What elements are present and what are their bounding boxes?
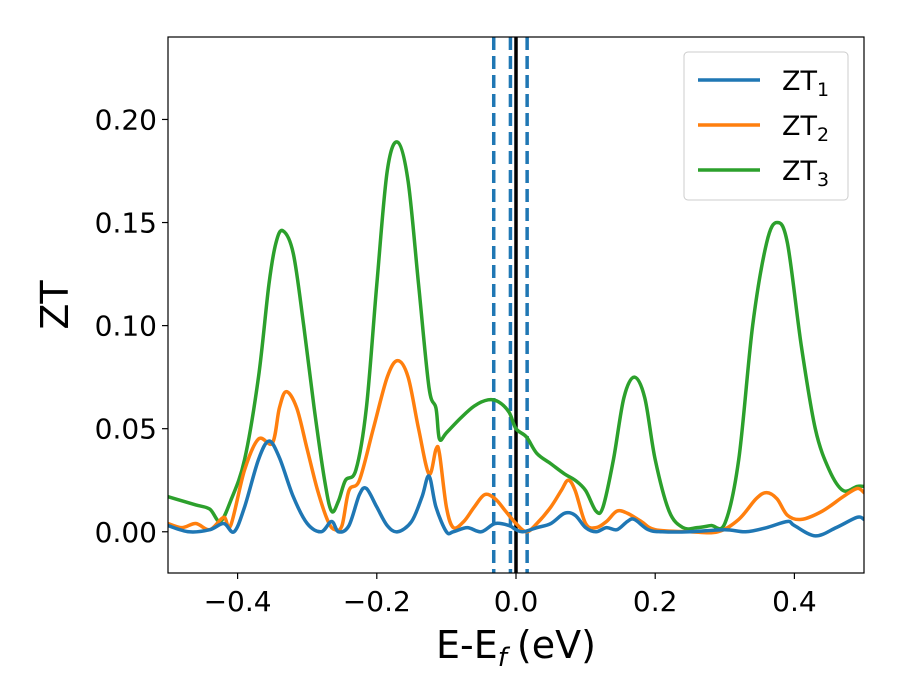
x-axis: −0.4 −0.2 0.0 0.2 0.4 (204, 573, 817, 618)
y-tick-label: 0.05 (95, 413, 157, 446)
y-tick-label: 0.15 (95, 207, 157, 240)
x-axis-title-main: E-E (436, 623, 498, 667)
legend-box (683, 51, 849, 201)
legend-label-zt3: ZT3 (782, 156, 829, 191)
x-axis-title: E-Ef (eV) (436, 623, 596, 673)
x-tick-label: −0.4 (204, 585, 272, 618)
x-axis-title-unit: (eV) (517, 623, 596, 667)
reference-lines (491, 37, 529, 573)
y-axis: 0.00 0.05 0.10 0.15 0.20 (95, 103, 168, 549)
x-tick-label: 0.4 (772, 585, 817, 618)
series-layer (168, 140, 864, 538)
y-axis-title: ZT (33, 280, 77, 330)
legend-label-zt1: ZT1 (782, 66, 829, 101)
x-tick-label: 0.2 (633, 585, 678, 618)
legend: ZT1 ZT2 ZT3 (683, 51, 849, 201)
y-tick-label: 0.00 (95, 516, 157, 549)
series-line-zt1 (168, 439, 864, 538)
legend-label-zt2: ZT2 (782, 111, 829, 146)
y-tick-label: 0.10 (95, 310, 157, 343)
x-tick-label: −0.2 (343, 585, 411, 618)
series-line-zt3 (168, 140, 864, 531)
x-tick-label: 0.0 (494, 585, 539, 618)
y-tick-label: 0.20 (95, 103, 157, 136)
